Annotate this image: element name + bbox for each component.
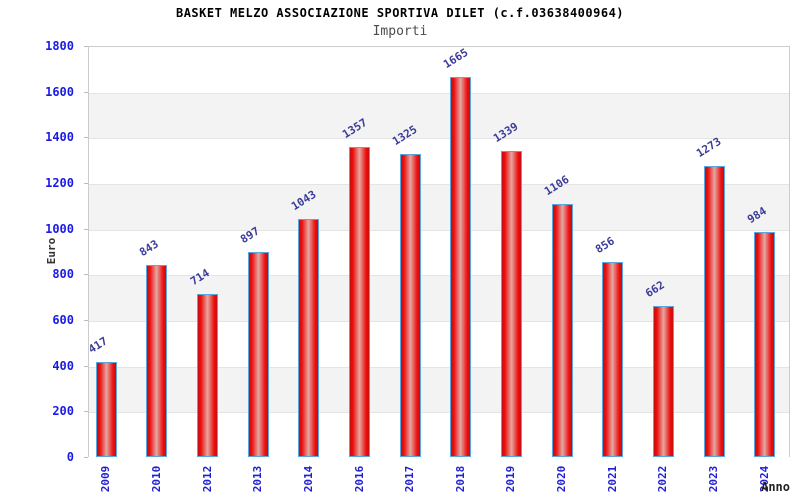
y-tick-label: 1600 bbox=[45, 84, 74, 99]
grid-band bbox=[89, 92, 789, 139]
y-tick-label: 1400 bbox=[45, 130, 74, 145]
bar-2013 bbox=[247, 252, 269, 457]
y-tick-label: 800 bbox=[52, 267, 74, 282]
x-tick-label: 2014 bbox=[301, 465, 315, 493]
y-tick-label: 0 bbox=[66, 450, 74, 464]
gridline bbox=[89, 184, 789, 185]
y-tick-label: 200 bbox=[52, 404, 74, 419]
gridline bbox=[89, 92, 789, 94]
x-tick-label: 2010 bbox=[149, 465, 163, 493]
y-tick-mark bbox=[84, 183, 88, 184]
plot-area bbox=[88, 46, 790, 458]
grid-band bbox=[89, 366, 789, 413]
x-tick-label: 2019 bbox=[504, 465, 518, 493]
x-tick-label: 2012 bbox=[200, 465, 214, 493]
x-tick-label: 2022 bbox=[656, 465, 670, 493]
bar-2009 bbox=[95, 361, 117, 457]
bar-2012 bbox=[197, 293, 219, 457]
y-tick-mark bbox=[84, 365, 88, 367]
y-tick-label: 1200 bbox=[45, 176, 74, 190]
bar-2014 bbox=[298, 218, 320, 457]
gridline bbox=[89, 412, 789, 414]
y-tick-mark bbox=[84, 137, 88, 139]
grid-band bbox=[89, 47, 789, 93]
grid-band bbox=[89, 412, 789, 458]
gridline bbox=[89, 229, 789, 231]
x-tick-label: 2020 bbox=[555, 465, 569, 493]
chart-subtitle: Importi bbox=[372, 24, 428, 39]
y-tick-mark bbox=[84, 274, 88, 276]
bar-2020 bbox=[551, 204, 573, 457]
y-tick-mark bbox=[84, 411, 88, 413]
bar-2010 bbox=[146, 264, 168, 457]
chart-title: BASKET MELZO ASSOCIAZIONE SPORTIVA DILET… bbox=[175, 6, 625, 20]
y-tick-label: 400 bbox=[52, 358, 74, 373]
gridline bbox=[89, 138, 789, 140]
gridline bbox=[89, 321, 789, 322]
x-tick-label: 2021 bbox=[605, 465, 619, 493]
x-tick-label: 2017 bbox=[403, 465, 417, 493]
y-tick-mark bbox=[84, 228, 88, 230]
gridline bbox=[89, 366, 789, 368]
grid-band bbox=[89, 184, 789, 230]
x-axis-title: Anno bbox=[761, 480, 790, 494]
bar-2024 bbox=[754, 232, 776, 457]
x-tick-label: 2018 bbox=[453, 465, 467, 493]
bar-2023 bbox=[703, 166, 725, 457]
y-tick-label: 1800 bbox=[45, 39, 74, 53]
bar-2022 bbox=[652, 305, 674, 457]
bar-2016 bbox=[349, 147, 371, 457]
y-tick-mark bbox=[84, 320, 88, 321]
x-tick-label: 2009 bbox=[99, 465, 113, 493]
y-tick-label: 600 bbox=[52, 313, 74, 327]
y-tick-mark bbox=[84, 457, 88, 458]
y-tick-mark bbox=[84, 91, 88, 93]
grid-band bbox=[89, 138, 789, 184]
grid-band bbox=[89, 229, 789, 276]
x-tick-label: 2013 bbox=[251, 465, 265, 493]
y-tick-label: 1000 bbox=[45, 221, 74, 236]
bar-2019 bbox=[500, 151, 522, 457]
x-tick-label: 2016 bbox=[352, 465, 366, 493]
bar-2018 bbox=[450, 76, 472, 457]
bar-2021 bbox=[602, 261, 624, 457]
bar-2017 bbox=[399, 154, 421, 457]
y-axis-title: Euro bbox=[45, 237, 58, 265]
y-tick-mark bbox=[84, 46, 88, 47]
gridline bbox=[89, 275, 789, 277]
grid-band bbox=[89, 321, 789, 367]
